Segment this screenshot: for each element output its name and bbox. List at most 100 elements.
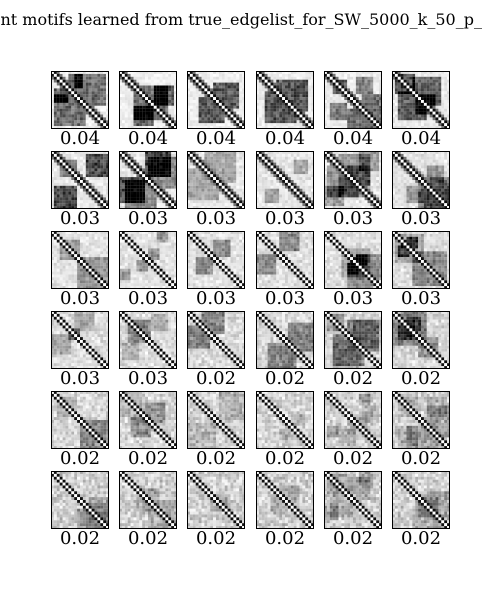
motif-heatmap (187, 151, 245, 209)
motif-weight-label: 0.03 (195, 208, 237, 229)
motif-cell (119, 311, 177, 369)
motif-heatmap (324, 231, 382, 289)
motif-heatmap (256, 71, 314, 129)
motif-cell (256, 151, 314, 209)
motif-cell (392, 71, 450, 129)
motif-weight-label: 0.02 (127, 448, 169, 469)
motif-cell (51, 391, 109, 449)
motif-cell (51, 231, 109, 289)
motif-heatmap (51, 151, 109, 209)
motif-heatmap (119, 391, 177, 449)
motif-weight-label: 0.03 (400, 288, 442, 309)
motif-weight-label: 0.03 (127, 288, 169, 309)
motif-cell (392, 231, 450, 289)
motif-heatmap (392, 311, 450, 369)
motif-heatmap (187, 231, 245, 289)
motif-cell (119, 71, 177, 129)
motif-cell (51, 71, 109, 129)
motif-weight-label: 0.03 (332, 288, 374, 309)
motif-weight-label: 0.03 (332, 208, 374, 229)
motif-heatmap (51, 231, 109, 289)
motif-cell (51, 311, 109, 369)
motif-heatmap (324, 151, 382, 209)
motif-weight-label: 0.02 (264, 528, 306, 549)
motif-weight-label: 0.02 (59, 448, 101, 469)
motif-cell (324, 311, 382, 369)
motif-cell (392, 391, 450, 449)
motif-heatmap (187, 71, 245, 129)
motif-heatmap (119, 71, 177, 129)
motif-heatmap (256, 311, 314, 369)
motif-heatmap (256, 231, 314, 289)
motif-heatmap (119, 151, 177, 209)
motif-heatmap (187, 391, 245, 449)
motif-cell (119, 151, 177, 209)
motif-weight-label: 0.04 (332, 128, 374, 149)
motif-cell (51, 151, 109, 209)
motif-cell (187, 151, 245, 209)
motif-weight-label: 0.03 (264, 288, 306, 309)
motif-heatmap (187, 471, 245, 529)
motif-cell (119, 231, 177, 289)
motif-weight-label: 0.04 (400, 128, 442, 149)
motif-heatmap (119, 231, 177, 289)
motif-cell (256, 71, 314, 129)
motif-heatmap (187, 311, 245, 369)
motif-cell (392, 151, 450, 209)
motif-heatmap (256, 151, 314, 209)
motif-cell (324, 391, 382, 449)
motif-weight-label: 0.02 (195, 448, 237, 469)
motif-heatmap (392, 71, 450, 129)
motif-cell (392, 471, 450, 529)
motif-heatmap (392, 391, 450, 449)
motif-weight-label: 0.02 (264, 368, 306, 389)
motif-weight-label: 0.02 (400, 368, 442, 389)
motif-weight-label: 0.03 (195, 288, 237, 309)
motif-heatmap (51, 311, 109, 369)
motif-cell (256, 391, 314, 449)
motif-weight-label: 0.04 (264, 128, 306, 149)
motif-cell (187, 471, 245, 529)
motif-weight-label: 0.02 (127, 528, 169, 549)
motif-weight-label: 0.03 (59, 288, 101, 309)
motif-heatmap (51, 391, 109, 449)
motif-heatmap (256, 391, 314, 449)
motif-cell (51, 471, 109, 529)
motif-weight-label: 0.03 (59, 368, 101, 389)
motif-cell (256, 231, 314, 289)
motif-weight-label: 0.03 (264, 208, 306, 229)
motif-weight-label: 0.02 (400, 528, 442, 549)
motif-weight-label: 0.02 (195, 368, 237, 389)
motif-cell (187, 391, 245, 449)
motif-heatmap (324, 471, 382, 529)
motif-heatmap (256, 471, 314, 529)
motif-cell (324, 231, 382, 289)
motif-cell (187, 311, 245, 369)
motif-cell (187, 231, 245, 289)
motif-weight-label: 0.02 (332, 368, 374, 389)
motif-weight-label: 0.03 (59, 208, 101, 229)
motif-heatmap (119, 471, 177, 529)
motif-cell (392, 311, 450, 369)
motif-weight-label: 0.02 (332, 528, 374, 549)
motif-cell (324, 471, 382, 529)
motif-weight-label: 0.02 (264, 448, 306, 469)
motif-cell (119, 391, 177, 449)
motif-weight-label: 0.03 (400, 208, 442, 229)
motif-cell (256, 311, 314, 369)
motif-heatmap (51, 471, 109, 529)
motif-weight-label: 0.02 (332, 448, 374, 469)
motif-weight-label: 0.02 (400, 448, 442, 469)
motif-weight-label: 0.03 (127, 368, 169, 389)
motif-heatmap (392, 231, 450, 289)
motif-heatmap (392, 151, 450, 209)
motif-heatmap (324, 71, 382, 129)
motif-heatmap (324, 391, 382, 449)
motif-cell (187, 71, 245, 129)
motif-weight-label: 0.04 (127, 128, 169, 149)
motif-weight-label: 0.03 (127, 208, 169, 229)
motif-heatmap (392, 471, 450, 529)
motif-cell (324, 151, 382, 209)
motif-heatmap (324, 311, 382, 369)
